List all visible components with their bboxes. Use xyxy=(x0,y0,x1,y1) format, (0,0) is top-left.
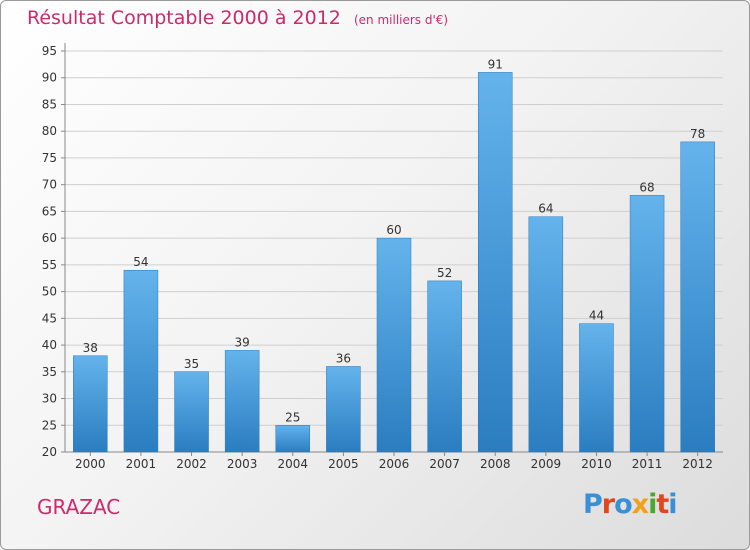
x-tick-label: 2007 xyxy=(429,457,460,471)
bar xyxy=(224,350,260,453)
y-tick-label: 40 xyxy=(42,338,57,352)
x-tick-label: 2012 xyxy=(682,457,713,471)
y-tick-label: 25 xyxy=(42,418,57,432)
bar-value-label: 38 xyxy=(83,341,98,355)
y-tick-label: 80 xyxy=(42,124,57,138)
bar xyxy=(528,216,564,453)
x-tick-label: 2010 xyxy=(581,457,612,471)
bar xyxy=(477,72,513,453)
y-tick-label: 55 xyxy=(42,258,57,272)
bar xyxy=(629,195,665,453)
x-tick-label: 2001 xyxy=(126,457,157,471)
x-tick-label: 2004 xyxy=(277,457,308,471)
proxiti-logo: Proxiti xyxy=(583,489,678,520)
chart-title-unit: (en milliers d'€) xyxy=(353,13,449,27)
logo-letter: x xyxy=(631,489,649,520)
y-tick-label: 65 xyxy=(42,204,57,218)
bar-value-label: 64 xyxy=(538,202,553,216)
bar xyxy=(579,323,614,453)
logo-letter: r xyxy=(601,489,615,520)
x-tick-label: 2009 xyxy=(531,457,562,471)
bar-value-label: 36 xyxy=(336,351,351,365)
y-tick-label: 50 xyxy=(42,285,57,299)
y-tick-label: 70 xyxy=(42,178,57,192)
bar-value-label: 68 xyxy=(639,180,654,194)
y-tick-label: 45 xyxy=(42,311,57,325)
commune-name: GRAZAC xyxy=(37,495,121,519)
bar xyxy=(123,269,159,453)
bar xyxy=(174,371,209,453)
logo-letter: t xyxy=(656,489,669,520)
bar-value-label: 91 xyxy=(488,57,503,71)
bar-value-label: 52 xyxy=(437,266,452,280)
y-tick-label: 30 xyxy=(42,392,57,406)
x-tick-label: 2000 xyxy=(75,457,106,471)
x-tick-label: 2003 xyxy=(227,457,258,471)
y-tick-label: 20 xyxy=(42,445,57,459)
y-tick-label: 60 xyxy=(42,231,57,245)
bar-value-label: 35 xyxy=(184,357,199,371)
logo-letter: P xyxy=(583,489,603,520)
bar xyxy=(376,237,412,453)
bar-value-label: 44 xyxy=(589,309,604,323)
bar xyxy=(427,280,462,453)
x-tick-label: 2002 xyxy=(176,457,207,471)
logo-letter: i xyxy=(648,489,657,520)
chart-title-main: Résultat Comptable 2000 à 2012 xyxy=(27,7,341,29)
bar xyxy=(680,141,715,453)
bar xyxy=(73,355,108,453)
x-tick-label: 2005 xyxy=(328,457,359,471)
logo-letter: i xyxy=(668,489,677,520)
bar-value-label: 60 xyxy=(386,223,401,237)
bar-value-label: 54 xyxy=(133,255,148,269)
y-tick-label: 95 xyxy=(42,44,57,58)
logo-letter: o xyxy=(614,489,633,520)
bar xyxy=(326,366,361,453)
y-tick-label: 90 xyxy=(42,71,57,85)
bar-value-label: 25 xyxy=(285,410,300,424)
bar-value-label: 39 xyxy=(235,335,250,349)
x-tick-label: 2006 xyxy=(379,457,410,471)
chart-title: Résultat Comptable 2000 à 2012 (en milli… xyxy=(27,7,448,29)
x-tick-label: 2011 xyxy=(632,457,663,471)
y-tick-label: 75 xyxy=(42,151,57,165)
bar xyxy=(275,425,311,453)
y-tick-label: 85 xyxy=(42,97,57,111)
y-tick-label: 35 xyxy=(42,365,57,379)
bar-value-label: 78 xyxy=(690,127,705,141)
x-tick-label: 2008 xyxy=(480,457,511,471)
